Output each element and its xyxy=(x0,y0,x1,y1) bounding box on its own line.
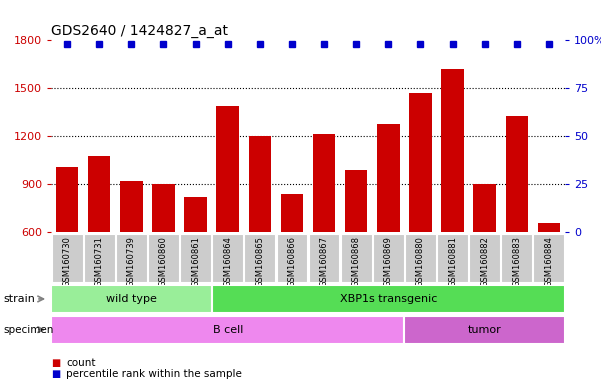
Bar xyxy=(249,136,271,232)
Text: GSM160861: GSM160861 xyxy=(191,236,200,286)
Text: GSM160731: GSM160731 xyxy=(95,236,104,286)
Bar xyxy=(88,156,111,232)
Bar xyxy=(501,234,532,282)
Text: GSM160866: GSM160866 xyxy=(287,236,296,287)
Bar xyxy=(409,93,432,232)
Bar xyxy=(341,234,371,282)
Bar xyxy=(56,167,78,232)
Text: ■: ■ xyxy=(51,358,60,368)
Bar xyxy=(212,285,565,313)
Bar xyxy=(404,316,565,344)
Bar xyxy=(469,234,500,282)
Bar xyxy=(534,234,564,282)
Bar xyxy=(281,194,303,232)
Bar xyxy=(437,234,468,282)
Bar xyxy=(120,181,142,232)
Text: B cell: B cell xyxy=(213,324,243,335)
Bar xyxy=(345,170,367,232)
Text: GSM160739: GSM160739 xyxy=(127,236,136,286)
Text: XBP1s transgenic: XBP1s transgenic xyxy=(340,294,437,304)
Bar xyxy=(152,184,175,232)
Text: GSM160868: GSM160868 xyxy=(352,236,361,287)
Bar xyxy=(505,116,528,232)
Bar xyxy=(216,106,239,232)
Text: GSM160881: GSM160881 xyxy=(448,236,457,286)
Bar xyxy=(405,234,436,282)
Text: wild type: wild type xyxy=(106,294,157,304)
Bar xyxy=(51,316,404,344)
Text: GSM160865: GSM160865 xyxy=(255,236,264,286)
Bar xyxy=(185,197,207,232)
Bar xyxy=(212,234,243,282)
Text: GSM160869: GSM160869 xyxy=(384,236,393,286)
Bar xyxy=(84,234,115,282)
Bar xyxy=(313,134,335,232)
Bar xyxy=(309,234,340,282)
Bar xyxy=(148,234,179,282)
Text: GSM160864: GSM160864 xyxy=(223,236,232,286)
Text: GSM160867: GSM160867 xyxy=(320,236,329,287)
Bar xyxy=(245,234,275,282)
Text: GSM160880: GSM160880 xyxy=(416,236,425,286)
Bar xyxy=(538,223,560,232)
Bar xyxy=(441,69,464,232)
Bar xyxy=(180,234,211,282)
Text: GSM160883: GSM160883 xyxy=(512,236,521,287)
Bar xyxy=(377,124,400,232)
Text: tumor: tumor xyxy=(468,324,501,335)
Text: GSM160884: GSM160884 xyxy=(545,236,554,286)
Bar xyxy=(116,234,147,282)
Bar xyxy=(373,234,404,282)
Bar xyxy=(51,285,212,313)
Text: strain: strain xyxy=(3,294,35,304)
Text: GDS2640 / 1424827_a_at: GDS2640 / 1424827_a_at xyxy=(51,24,228,38)
Bar xyxy=(52,234,82,282)
Text: ■: ■ xyxy=(51,369,60,379)
Text: count: count xyxy=(66,358,96,368)
Text: GSM160730: GSM160730 xyxy=(63,236,72,286)
Bar xyxy=(276,234,307,282)
Text: GSM160860: GSM160860 xyxy=(159,236,168,286)
Text: specimen: specimen xyxy=(3,324,53,335)
Text: GSM160882: GSM160882 xyxy=(480,236,489,286)
Bar xyxy=(474,184,496,232)
Text: percentile rank within the sample: percentile rank within the sample xyxy=(66,369,242,379)
